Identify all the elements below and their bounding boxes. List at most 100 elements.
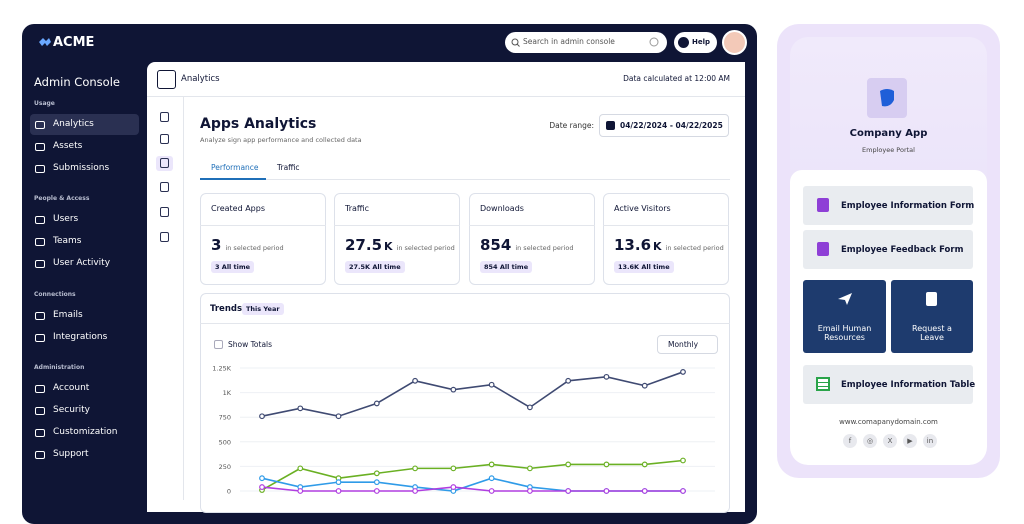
help-button[interactable]: Help bbox=[674, 32, 717, 53]
rail-icon[interactable] bbox=[160, 207, 169, 217]
card-value: 854 bbox=[480, 236, 512, 254]
social-icon[interactable]: f bbox=[843, 434, 857, 448]
page-subtitle: Analyze sign app performance and collect… bbox=[200, 136, 362, 144]
data-point bbox=[373, 488, 380, 494]
data-point bbox=[527, 465, 533, 472]
phone-button[interactable]: Employee Feedback Form bbox=[803, 230, 973, 269]
card-unit: K bbox=[653, 240, 662, 253]
data-point bbox=[450, 386, 457, 393]
checkbox-label: Show Totals bbox=[228, 340, 273, 349]
social-icon[interactable]: in bbox=[923, 434, 937, 448]
social-icon[interactable]: X bbox=[883, 434, 897, 448]
card-badge: 27.5K All time bbox=[345, 261, 405, 273]
info-icon bbox=[649, 37, 659, 47]
data-point bbox=[603, 488, 610, 494]
rail-icon[interactable] bbox=[160, 182, 169, 192]
nav-item[interactable]: Integrations bbox=[53, 332, 108, 342]
card-divider bbox=[469, 225, 595, 226]
interval-select[interactable]: Monthly bbox=[657, 335, 718, 354]
nav-item[interactable]: Account bbox=[53, 383, 90, 393]
card-unit: K bbox=[384, 240, 393, 253]
header-divider bbox=[147, 96, 745, 97]
line-chart: 0 250 500 750 1K 1.25K bbox=[212, 365, 715, 496]
trends-badge: This Year bbox=[242, 303, 284, 315]
doc-icon bbox=[926, 292, 937, 306]
phone-tile[interactable]: Request a Leave bbox=[891, 280, 973, 353]
nav-icon bbox=[35, 407, 45, 415]
help-label: Help bbox=[692, 38, 711, 46]
data-point bbox=[488, 381, 495, 388]
nav-icon bbox=[35, 216, 45, 224]
tab[interactable]: Traffic bbox=[277, 163, 300, 172]
date-picker[interactable]: 04/22/2024 - 04/22/2025 bbox=[599, 114, 729, 137]
social-icon[interactable]: ▶ bbox=[903, 434, 917, 448]
social-icon[interactable]: ◎ bbox=[863, 434, 877, 448]
data-point bbox=[565, 377, 572, 384]
nav-item[interactable]: Assets bbox=[53, 141, 83, 151]
data-point bbox=[565, 461, 572, 468]
data-point bbox=[412, 465, 418, 472]
card-divider bbox=[603, 225, 729, 226]
data-point bbox=[335, 479, 342, 486]
card-period: in selected period bbox=[225, 244, 284, 252]
calendar-icon bbox=[606, 121, 615, 130]
data-point bbox=[259, 475, 265, 482]
nav-icon bbox=[35, 334, 45, 342]
phone-tile[interactable]: Email Human Resources bbox=[803, 280, 886, 353]
rail-icon[interactable] bbox=[160, 112, 169, 122]
nav-item[interactable]: Emails bbox=[53, 310, 83, 320]
phone-button[interactable]: Employee Information Table bbox=[803, 365, 975, 404]
nav-item[interactable]: Customization bbox=[53, 427, 118, 437]
rail-icon[interactable] bbox=[160, 158, 169, 168]
nav-icon bbox=[35, 312, 45, 320]
logo-icon bbox=[39, 38, 51, 46]
data-point bbox=[527, 488, 533, 494]
tab[interactable]: Performance bbox=[211, 163, 259, 172]
data-point bbox=[641, 382, 648, 389]
checkbox[interactable] bbox=[214, 340, 223, 349]
data-point bbox=[603, 461, 610, 468]
y-tick-label: 1K bbox=[223, 389, 232, 397]
nav-item[interactable]: Support bbox=[53, 449, 89, 459]
nav-item[interactable]: Users bbox=[53, 214, 79, 224]
nav-item[interactable]: Analytics bbox=[53, 119, 94, 129]
rail-divider bbox=[183, 96, 184, 500]
nav-icon bbox=[35, 165, 45, 173]
y-tick-label: 250 bbox=[219, 463, 231, 471]
tab-underline bbox=[200, 178, 266, 180]
rail-icon[interactable] bbox=[160, 134, 169, 144]
data-point bbox=[680, 369, 686, 375]
phone-button[interactable]: Employee Information Form bbox=[803, 186, 974, 225]
card-period: in selected period bbox=[665, 244, 724, 252]
nav-item[interactable]: Security bbox=[53, 405, 90, 415]
nav-icon bbox=[35, 121, 45, 129]
interval-value: Monthly bbox=[668, 340, 699, 349]
nav-icon bbox=[35, 429, 45, 437]
card-title: Traffic bbox=[345, 204, 370, 213]
data-point bbox=[373, 479, 380, 486]
y-tick-label: 0 bbox=[227, 488, 231, 496]
line-series bbox=[261, 371, 684, 418]
nav-item[interactable]: Teams bbox=[53, 236, 82, 246]
card-value-row: 854 in selected period bbox=[480, 236, 574, 254]
header-icon bbox=[157, 70, 176, 89]
rail-icon[interactable] bbox=[160, 232, 169, 242]
form-icon bbox=[817, 198, 829, 212]
data-point bbox=[335, 488, 342, 494]
data-point bbox=[297, 488, 304, 494]
nav-item[interactable]: User Activity bbox=[53, 258, 111, 268]
app-logo bbox=[880, 89, 894, 107]
nav-item[interactable]: Submissions bbox=[53, 163, 110, 173]
tab-divider bbox=[200, 179, 730, 180]
data-point bbox=[603, 373, 610, 380]
data-point bbox=[565, 488, 572, 494]
card-title: Downloads bbox=[480, 204, 524, 213]
search-box[interactable]: Search in admin console bbox=[505, 32, 667, 53]
avatar[interactable] bbox=[722, 30, 747, 55]
card-divider bbox=[200, 225, 326, 226]
app-name: Company App bbox=[849, 128, 928, 139]
line-series bbox=[261, 486, 683, 492]
send-icon bbox=[838, 293, 852, 305]
